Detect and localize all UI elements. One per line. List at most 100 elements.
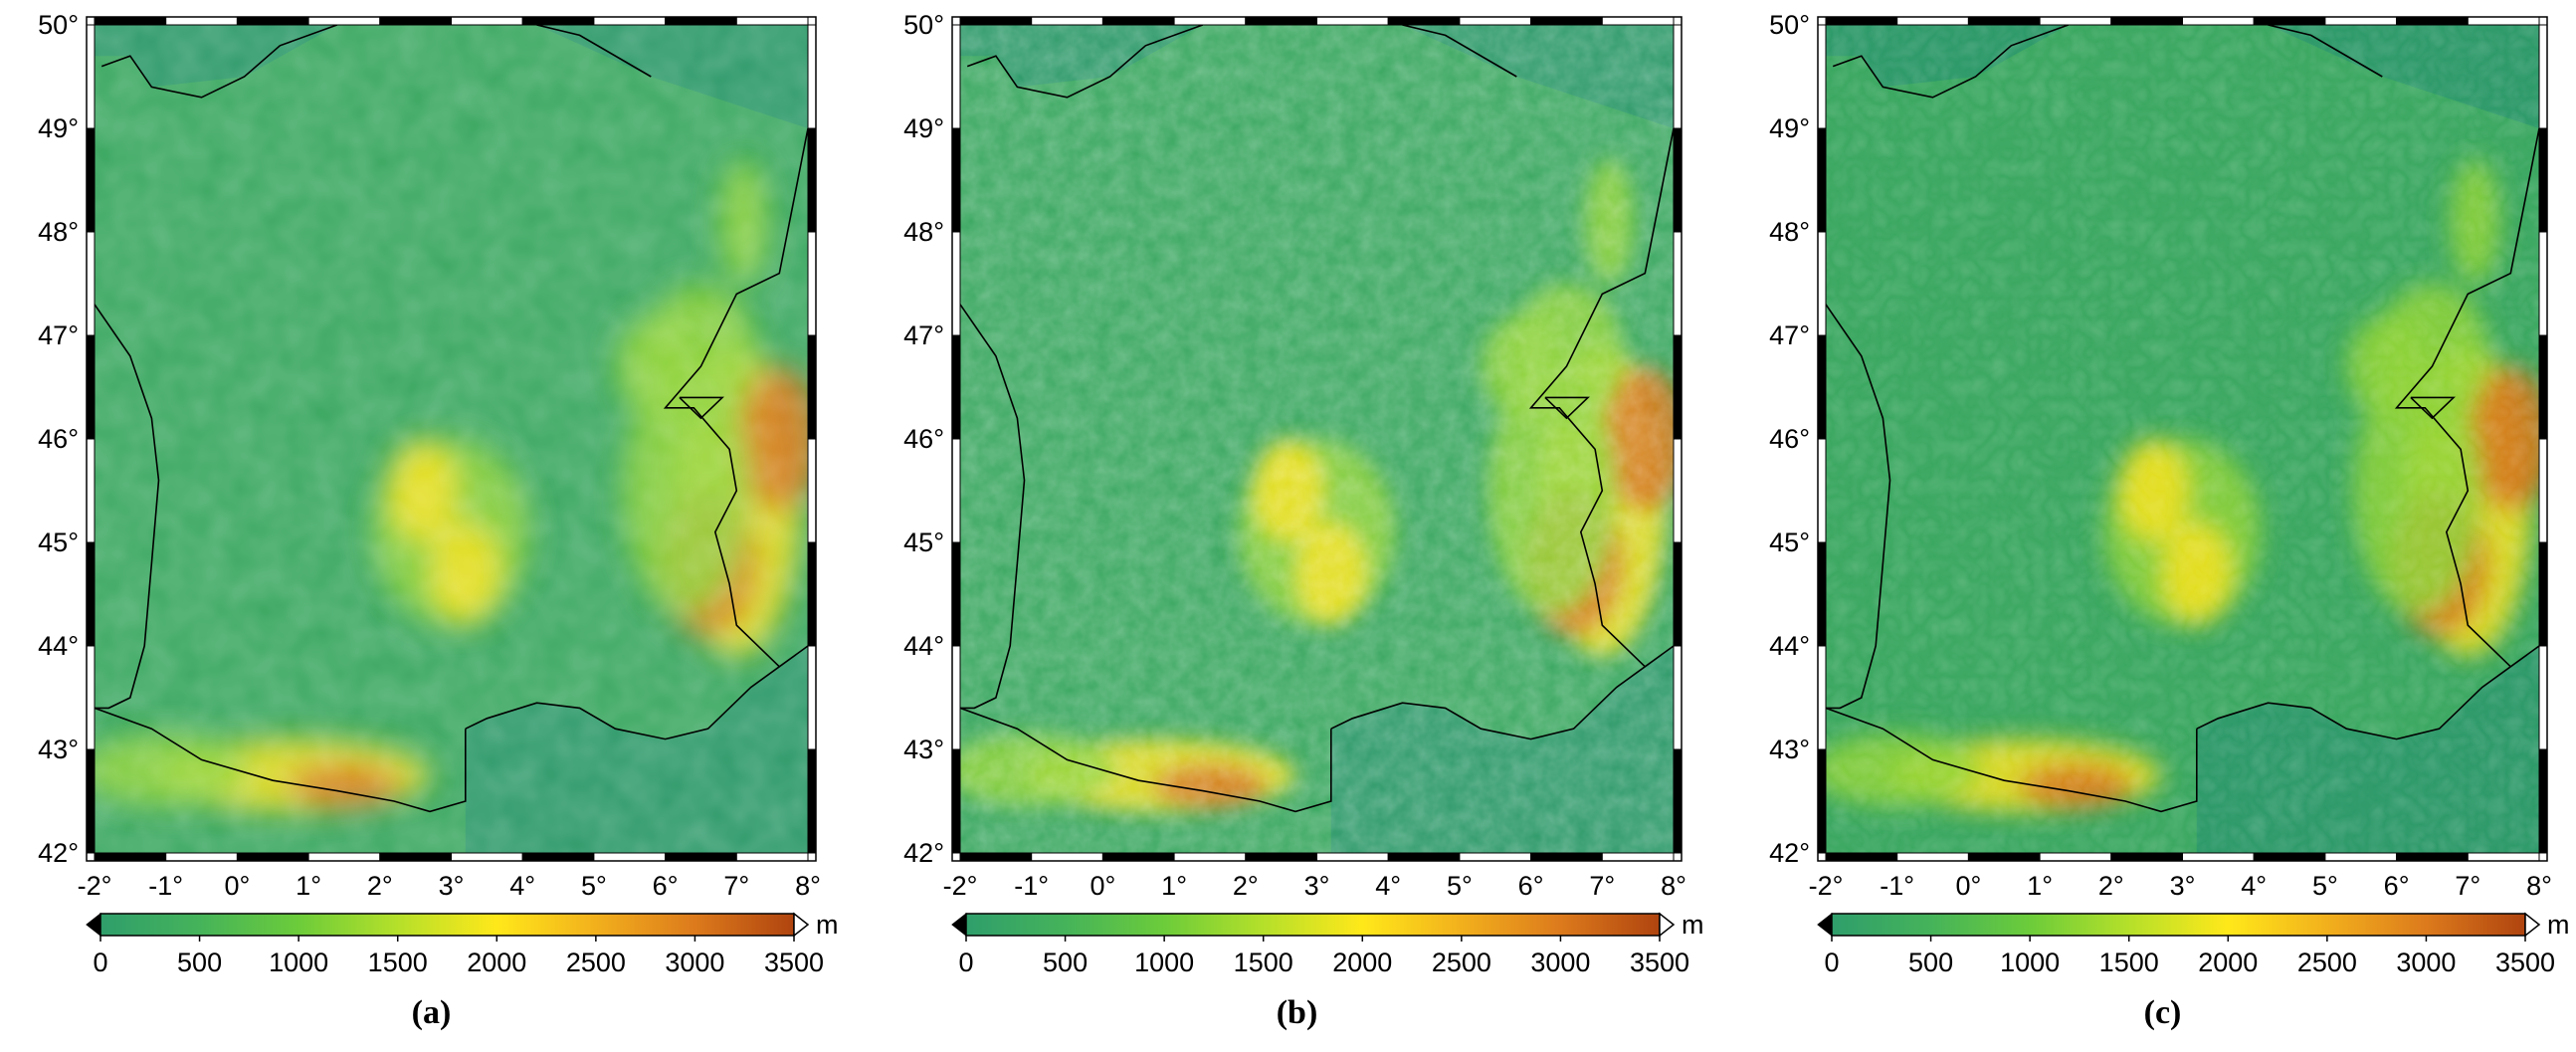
elevation-map: [960, 25, 1674, 853]
lon-tick-label: -2°: [78, 871, 112, 901]
colorbar-tick-label: 1500: [368, 947, 428, 977]
lat-tick-label: 44°: [903, 631, 944, 661]
panel-label-b: (b): [1277, 994, 1318, 1031]
lon-tick-label: 7°: [1589, 871, 1615, 901]
colorbar-tick-label: 3500: [2495, 947, 2555, 977]
map-panel-b: -2° -1° 0° 1° 2° 3° 4° 5° 6° 7° 8° 42° 43° 44° 45° 46° 4…: [903, 10, 1703, 1031]
colorbar-unit: m: [816, 910, 839, 940]
lon-tick-label: 7°: [723, 871, 749, 901]
lon-tick-label: -2°: [1809, 871, 1844, 901]
lat-tick-label: 48°: [1769, 217, 1810, 247]
lon-tick-label: -1°: [1880, 871, 1914, 901]
lon-tick-label: 7°: [2455, 871, 2480, 901]
colorbar-tick-label: 500: [177, 947, 222, 977]
colorbar-tick-label: 2000: [1332, 947, 1392, 977]
lon-tick-label: -1°: [1014, 871, 1049, 901]
colorbar-tick-label: 500: [1908, 947, 1953, 977]
map-frame: [86, 16, 817, 862]
lon-tick-label: 0°: [1955, 871, 1981, 901]
lat-tick-label: 49°: [903, 113, 944, 143]
colorbar-tick-label: 1000: [269, 947, 328, 977]
lat-tick-label: 45°: [38, 527, 79, 557]
colorbar-tick-label: 500: [1043, 947, 1088, 977]
lon-tick-label: 8°: [2526, 871, 2552, 901]
colorbar: m 0 500 1000 1500 2000 2500 3000 3500: [86, 910, 839, 977]
lat-tick-label: 44°: [38, 631, 79, 661]
colorbar-tick-label: 2000: [467, 947, 526, 977]
colorbar-tick-label: 3000: [2396, 947, 2456, 977]
lat-tick-label: 43°: [1769, 735, 1810, 764]
lat-tick-label: 46°: [1769, 424, 1810, 454]
lon-tick-label: 2°: [1233, 871, 1259, 901]
lat-tick-label: 46°: [903, 424, 944, 454]
lat-tick-label: 44°: [1769, 631, 1810, 661]
colorbar-tick-label: 0: [1824, 947, 1839, 977]
lat-tick-label: 49°: [1769, 113, 1810, 143]
lat-tick-label: 50°: [38, 10, 79, 40]
lon-tick-label: 6°: [2384, 871, 2410, 901]
borders: [960, 25, 1674, 813]
colorbar-tick-label: 2500: [2297, 947, 2357, 977]
lon-tick-label: 5°: [1447, 871, 1473, 901]
lon-tick-label: 2°: [367, 871, 393, 901]
colorbar-tick-label: 0: [93, 947, 107, 977]
map-panel-a: -2° -1° 0° 1° 2° 3° 4° 5° 6° 7° 8° 42° 43° 44° 45° 46° 4…: [38, 10, 838, 1031]
lon-tick-label: 4°: [2241, 871, 2267, 901]
colorbar: m 0 500 1000 1500 2000 2500 3000 3500: [951, 910, 1704, 977]
lon-tick-label: 6°: [653, 871, 679, 901]
lon-tick-label: 1°: [296, 871, 321, 901]
colorbar-tick-label: 1500: [1234, 947, 1293, 977]
colorbar-tick-label: 2500: [566, 947, 626, 977]
lat-tick-label: 43°: [903, 735, 944, 764]
lon-tick-label: 8°: [795, 871, 821, 901]
lat-tick-label: 50°: [903, 10, 944, 40]
lat-tick-label: 47°: [903, 320, 944, 350]
lon-tick-label: 0°: [1090, 871, 1115, 901]
colorbar-tick-label: 0: [958, 947, 973, 977]
lat-tick-label: 48°: [903, 217, 944, 247]
lat-tick-label: 50°: [1769, 10, 1810, 40]
lon-tick-label: -1°: [148, 871, 183, 901]
colorbar-tick-label: 3500: [764, 947, 824, 977]
lon-tick-label: 4°: [509, 871, 535, 901]
lat-tick-label: 49°: [38, 113, 79, 143]
lon-tick-label: 3°: [2170, 871, 2196, 901]
lon-tick-label: 3°: [1304, 871, 1330, 901]
lon-tick-label: -2°: [943, 871, 978, 901]
lat-tick-label: 45°: [1769, 527, 1810, 557]
lat-tick-label: 45°: [903, 527, 944, 557]
lon-tick-label: 8°: [1661, 871, 1686, 901]
lon-tick-label: 4°: [1375, 871, 1401, 901]
lon-tick-label: 5°: [581, 871, 607, 901]
colorbar-tick-label: 1000: [1134, 947, 1194, 977]
lat-tick-label: 43°: [38, 735, 79, 764]
colorbar: m 0 500 1000 1500 2000 2500 3000 3500: [1817, 910, 2570, 977]
colorbar-tick-label: 3500: [1630, 947, 1689, 977]
borders: [1826, 25, 2539, 813]
colorbar-tick-label: 1500: [2099, 947, 2159, 977]
colorbar-tick-label: 3000: [665, 947, 724, 977]
lon-tick-label: 1°: [1161, 871, 1187, 901]
lon-tick-label: 2°: [2098, 871, 2124, 901]
colorbar-tick-label: 2000: [2198, 947, 2258, 977]
panel-label-c: (c): [2144, 994, 2182, 1031]
lon-tick-label: 0°: [224, 871, 250, 901]
colorbar-unit: m: [2547, 910, 2570, 940]
borders: [95, 25, 808, 813]
panel-label-a: (a): [412, 994, 452, 1031]
lon-tick-label: 3°: [439, 871, 465, 901]
elevation-map: [1826, 25, 2539, 853]
lat-tick-label: 42°: [1769, 838, 1810, 868]
colorbar-unit: m: [1682, 910, 1704, 940]
lat-tick-label: 42°: [903, 838, 944, 868]
lon-tick-label: 1°: [2027, 871, 2053, 901]
colorbar-tick-label: 1000: [2000, 947, 2060, 977]
colorbar-tick-label: 3000: [1530, 947, 1590, 977]
lat-tick-label: 48°: [38, 217, 79, 247]
colorbar-tick-label: 2500: [1432, 947, 1491, 977]
lon-tick-label: 6°: [1518, 871, 1544, 901]
lat-tick-label: 42°: [38, 838, 79, 868]
elevation-map: [95, 25, 808, 853]
map-panel-c: -2° -1° 0° 1° 2° 3° 4° 5° 6° 7° 8° 42° 43° 44° 45° 46° 4…: [1769, 10, 2569, 1031]
